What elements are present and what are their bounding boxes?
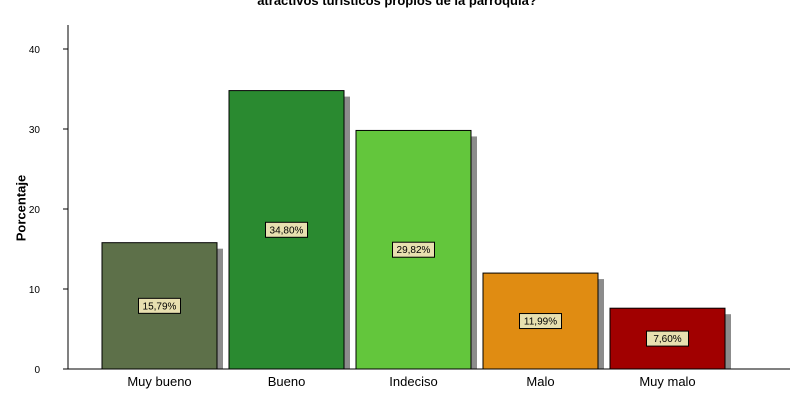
x-tick-label-4: Muy malo	[639, 374, 695, 389]
data-label-box-4	[646, 330, 689, 347]
data-label-0: 15,79%	[143, 301, 177, 312]
data-label-box-2	[392, 241, 435, 258]
bar-0	[101, 242, 218, 370]
y-tick-label-20: 20	[29, 205, 41, 216]
data-label-1: 34,80%	[270, 225, 304, 236]
chart-title: atractivos turísticos propios de la parr…	[257, 0, 537, 8]
y-tick-label-0: 0	[34, 365, 40, 376]
y-tick-label-40: 40	[29, 45, 41, 56]
data-label-2: 29,82%	[397, 245, 431, 256]
data-label-box-1	[265, 221, 308, 238]
data-label-box-3	[519, 313, 562, 330]
data-label-3: 11,99%	[524, 317, 557, 328]
y-axis-label: Porcentaje	[13, 174, 29, 242]
x-tick-label-0: Muy bueno	[127, 374, 191, 389]
y-tick-label-30: 30	[29, 125, 41, 136]
x-tick-label-3: Malo	[526, 374, 554, 389]
x-tick-label-2: Indeciso	[389, 374, 437, 389]
data-label-box-0	[138, 297, 181, 314]
data-label-4: 7,60%	[653, 334, 681, 345]
y-tick-label-10: 10	[29, 285, 41, 296]
x-tick-label-1: Bueno	[268, 374, 306, 389]
